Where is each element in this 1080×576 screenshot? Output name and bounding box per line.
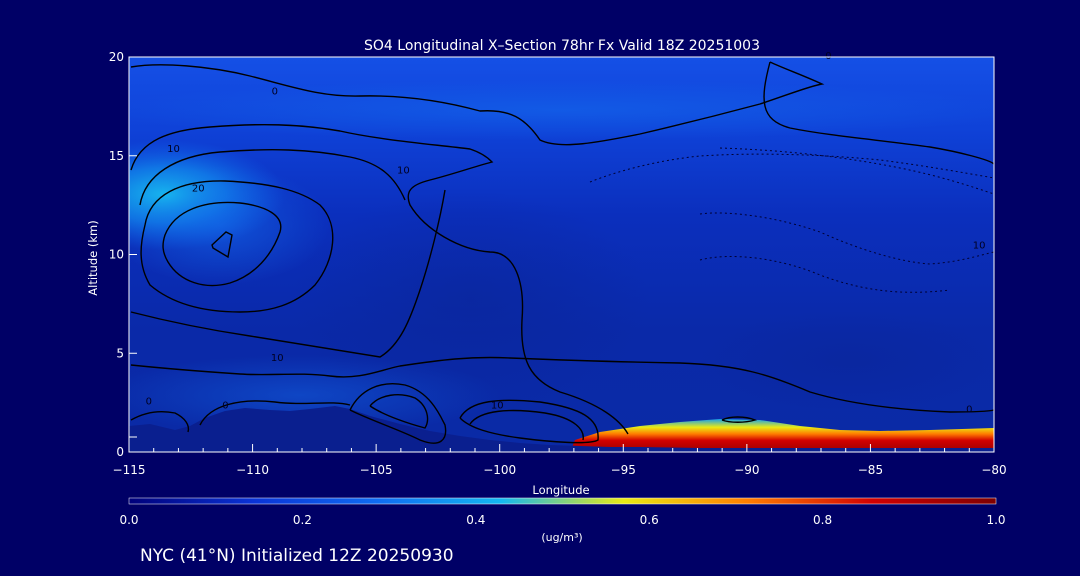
colorbar-tick-label: 0.6 [640,513,659,527]
contour-line [459,399,599,444]
contour-line [130,123,629,435]
dark-region-east [700,310,994,410]
contour-label: 10 [271,353,284,364]
contour-line [721,416,758,423]
contour-line [763,61,995,165]
contour-line [140,180,334,313]
contour-line [211,231,233,259]
contour-line [199,400,351,426]
y-tick-label: 0 [116,445,124,459]
x-ticks: −115 −110 −105 −100 −95 −90 −85 −80 [113,444,1007,477]
contour-label: 0 [146,397,152,408]
contour-label: 0 [966,405,972,416]
contour-line [130,356,995,413]
contour-line [349,383,447,444]
colorbar-tick-label: 0.0 [119,513,138,527]
contour-line [130,189,446,358]
dotted-contours [589,147,995,293]
colorbar-tick-label: 0.8 [813,513,832,527]
contour-label: 0 [825,51,831,62]
y-tick-label: 5 [116,346,124,360]
contour-line [130,411,190,433]
dark-region-center [290,190,650,410]
y-ticks: 0 5 10 15 20 [109,50,137,459]
y-tick-label: 15 [109,149,124,163]
contour-line [162,201,282,287]
contour-line [369,394,429,429]
x-tick-label: −85 [858,463,883,477]
contour-label: 0 [222,401,228,412]
x-axis-label: Longitude [532,483,589,497]
x-tick-label: −105 [360,463,393,477]
contour-label: 0 [272,87,278,98]
footer-label: NYC (41°N) Initialized 12Z 20250930 [140,546,454,566]
y-tick-label: 10 [109,248,124,262]
upper-layer-band [129,80,994,140]
colorbar [128,497,997,505]
contour-line [139,149,406,206]
y-tick-label: 20 [109,50,124,64]
colorbar-units: (ug/m³) [541,531,582,544]
colorbar-tick-label: 0.4 [466,513,485,527]
contour-line [469,409,584,441]
x-tick-label: −90 [734,463,759,477]
mid-blue-plume [129,165,330,285]
contour-label: 10 [491,401,504,412]
x-tick-label: −95 [611,463,636,477]
colorbar-tick-label: 0.2 [293,513,312,527]
terrain [129,406,994,452]
contours [130,61,995,444]
plot-area [129,57,994,452]
x-tick-label: −80 [981,463,1006,477]
x-tick-label: −115 [113,463,146,477]
x-tick-label: −110 [236,463,269,477]
contour-labels: 0 10 20 10 10 10 0 0 0 0 10 [146,51,986,416]
contour-label: 10 [973,241,986,252]
contour-line [130,61,825,146]
y-axis-label: Altitude (km) [86,220,100,295]
contour-label: 20 [192,183,205,194]
chart-title: SO4 Longitudinal X–Section 78hr Fx Valid… [364,38,760,54]
x-tick-label: −100 [483,463,516,477]
colorbar-ticks: 0.0 0.2 0.4 0.6 0.8 1.0 [119,513,1005,527]
contour-label: 10 [167,144,180,155]
surface-high-concentration [570,419,994,452]
contour-line [699,256,951,293]
contour-label: 10 [397,166,410,177]
colorbar-tick-label: 1.0 [986,513,1005,527]
